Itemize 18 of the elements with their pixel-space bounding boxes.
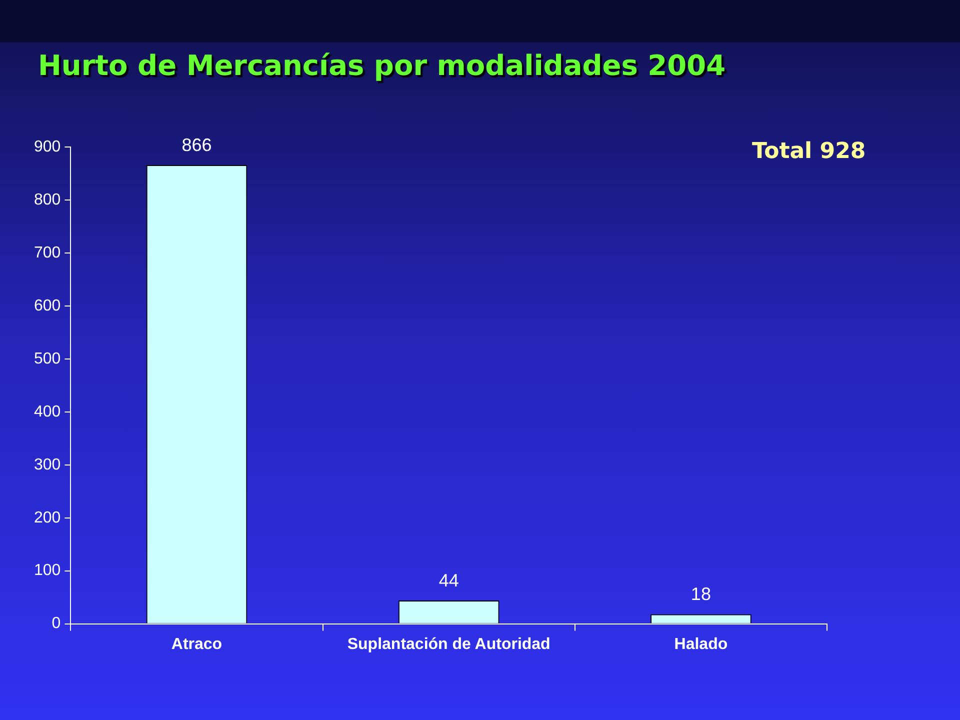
y-tick-label: 400 <box>34 403 61 420</box>
y-tick-label: 100 <box>34 562 61 580</box>
annotation: Total 928 <box>752 138 866 166</box>
y-tick-label: 700 <box>34 244 61 262</box>
data-label: 44 <box>438 570 459 590</box>
y-tick-label: 0 <box>52 615 61 632</box>
x-tick-label: Suplantación de Autoridad <box>347 636 550 653</box>
x-tick-label: Halado <box>674 636 728 653</box>
y-tick-label: 300 <box>34 456 61 474</box>
y-tick-label: 200 <box>34 509 61 526</box>
data-label: 866 <box>182 134 212 155</box>
chart-title: Hurto de Mercancías por modalidades 2004 <box>38 48 726 84</box>
y-tick-label: 800 <box>34 191 61 208</box>
y-tick-label: 500 <box>34 350 61 368</box>
y-tick-label: 900 <box>34 138 61 156</box>
data-label: 18 <box>690 584 711 604</box>
x-tick-label: Atraco <box>171 636 222 653</box>
y-tick-label: 600 <box>34 297 61 314</box>
